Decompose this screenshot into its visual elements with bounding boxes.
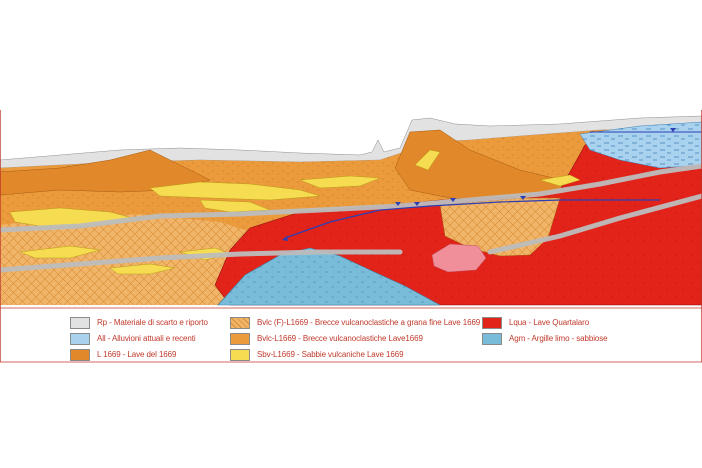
blue-swatch-icon — [70, 332, 90, 345]
legend-label-bvlc-f: Bvlc (F)-L1669 - Brecce vulcanoclastiche… — [257, 318, 481, 327]
legend-item-lqua: Lqua - Lave Quartalaro — [482, 316, 589, 329]
legend-label-all: All - Alluvioni attuali e recenti — [97, 334, 196, 343]
steel-blue-swatch-icon — [482, 332, 502, 345]
gray-swatch-icon — [70, 316, 90, 329]
red-swatch-icon — [482, 316, 502, 329]
legend-item-l1669: L 1669 - Lave del 1669 — [70, 348, 176, 361]
legend-item-rp: Rp - Materiale di scarto e riporto — [70, 316, 208, 329]
dark-orange-swatch-icon — [70, 348, 90, 361]
legend-item-all: All - Alluvioni attuali e recenti — [70, 332, 196, 345]
layer-agm — [217, 247, 441, 306]
section-layers — [0, 115, 702, 306]
layer-sbv — [9, 149, 581, 275]
layer-l1669 — [0, 149, 211, 196]
legend-item-sbv: Sbv-L1669 - Sabbie vulcaniche Lave 1669 — [230, 348, 404, 361]
legend-label-agm: Agm - Argille limo - sabbiose — [509, 334, 608, 343]
legend-item-bvlc-f: Bvlc (F)-L1669 - Brecce vulcanoclastiche… — [230, 316, 480, 329]
yellow-swatch-icon — [230, 348, 250, 361]
legend-label-rp: Rp - Materiale di scarto e riporto — [97, 318, 208, 327]
layer-rp — [0, 115, 702, 169]
water-table — [282, 128, 702, 241]
legend-label-sbv: Sbv-L1669 - Sabbie vulcaniche Lave 1669 — [257, 350, 404, 359]
fault-bands — [0, 163, 702, 273]
legend-label-bvlc: Bvlc-L1669 - Brecce vulcanoclastiche Lav… — [257, 334, 423, 343]
layer-pink-lens — [431, 243, 487, 273]
hatched-orange-swatch-icon — [230, 316, 250, 329]
orange-swatch-icon — [230, 332, 250, 345]
legend-label-lqua: Lqua - Lave Quartalaro — [509, 318, 590, 327]
legend: Rp - Materiale di scarto e riporto Bvlc … — [70, 314, 630, 362]
legend-item-agm: Agm - Argille limo - sabbiose — [482, 332, 608, 345]
legend-label-l1669: L 1669 - Lave del 1669 — [97, 350, 177, 359]
legend-item-bvlc: Bvlc-L1669 - Brecce vulcanoclastiche Lav… — [230, 332, 423, 345]
